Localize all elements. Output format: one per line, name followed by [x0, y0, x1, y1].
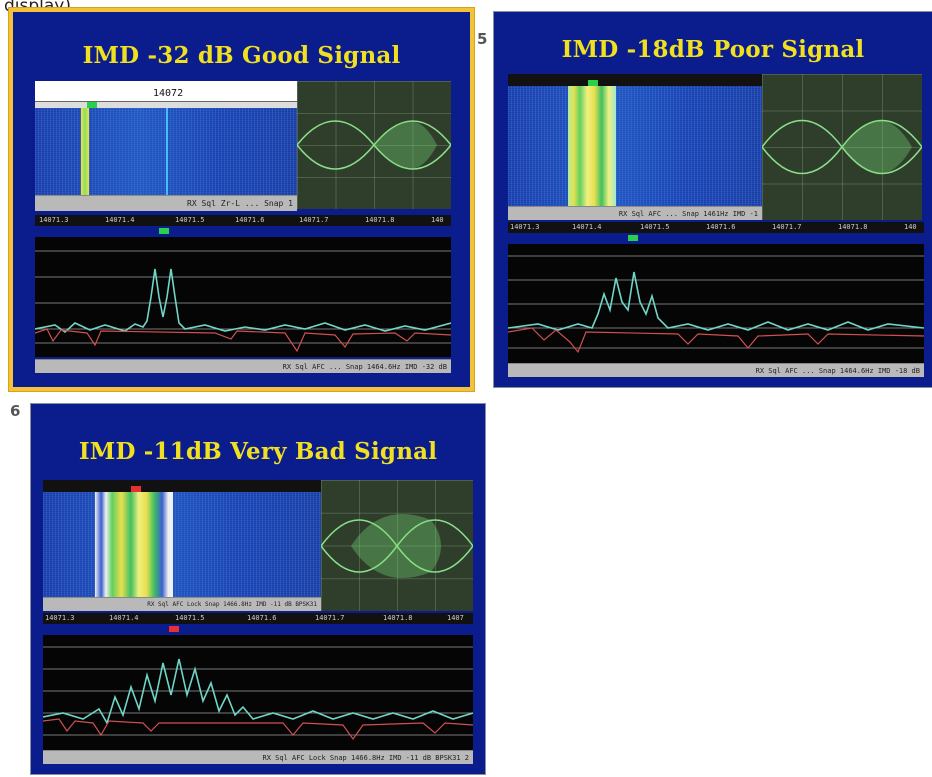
ruler-tick: 14071.7: [772, 223, 802, 231]
waterfall-statusbar: RX Sql Zr-L ... Snap 1: [35, 195, 297, 211]
ruler-tick: 140: [431, 216, 444, 224]
spectrum-panel: 14071.3 14071.4 14071.5 14071.6 14071.7 …: [35, 215, 451, 373]
cursor-marker: [159, 228, 169, 234]
spectrum-display: [43, 635, 473, 750]
slide-number: 5: [477, 30, 488, 48]
ruler-tick: 14071.7: [315, 614, 345, 622]
spectrum-display: [508, 244, 924, 363]
scope-trace: [296, 120, 452, 170]
slide-title: IMD -32 dB Good Signal: [82, 42, 401, 69]
ruler-tick: 14071.5: [640, 223, 670, 231]
waterfall-panel: RX Sql AFC Lock Snap 1466.8Hz IMD -11 dB…: [43, 480, 321, 611]
waterfall: [43, 492, 321, 597]
waterfall-statusbar: RX Sql AFC ... Snap 1461Hz IMD -1: [508, 206, 762, 220]
ruler-tick: 14071.4: [105, 216, 135, 224]
waterfall-header: 14072: [35, 81, 297, 102]
waterfall: [508, 86, 762, 206]
ruler-tick: 14071.8: [365, 216, 395, 224]
ruler-tick: 14071.6: [235, 216, 265, 224]
spectrum-trace: [43, 646, 473, 741]
spectrum-display: [35, 237, 451, 357]
spectrum-panel: 14071.3 14071.4 14071.5 14071.6 14071.7 …: [508, 222, 924, 377]
signal-trace: [81, 108, 89, 195]
waterfall-statusbar: RX Sql AFC Lock Snap 1466.8Hz IMD -11 dB…: [43, 597, 321, 611]
phase-scope: [296, 81, 452, 209]
scope-trace: [320, 513, 474, 579]
spectrum-panel: 14071.3 14071.4 14071.5 14071.6 14071.7 …: [43, 613, 473, 764]
slide-number: 6: [10, 402, 21, 420]
frequency-ruler: 14071.3 14071.4 14071.5 14071.6 14071.7 …: [508, 222, 924, 233]
cursor-marker: [87, 102, 97, 108]
ruler-tick: 14071.4: [109, 614, 139, 622]
ruler-tick: 1407: [447, 614, 464, 622]
cursor-marker: [131, 486, 141, 492]
spectrum-statusbar: RX Sql AFC Lock Snap 1466.8Hz IMD -11 dB…: [43, 750, 473, 764]
frequency-ruler: 14071.3 14071.4 14071.5 14071.6 14071.7 …: [35, 215, 451, 226]
ruler-tick: 14071.3: [510, 223, 540, 231]
cursor-marker: [169, 626, 179, 632]
waterfall-panel: 14072 RX Sql Zr-L ... Snap 1: [35, 81, 297, 211]
waterfall-header: [508, 74, 762, 86]
spectrum-trace: [35, 250, 451, 353]
ruler-tick: 14071.3: [45, 614, 75, 622]
cursor-marker: [628, 235, 638, 241]
frequency-ruler: 14071.3 14071.4 14071.5 14071.6 14071.7 …: [43, 613, 473, 624]
ruler-tick: 14071.8: [838, 223, 868, 231]
ruler-tick: 14071.5: [175, 614, 205, 622]
ruler-tick: 14071.5: [175, 216, 205, 224]
waterfall-header: [43, 480, 321, 492]
ruler-tick: 14071.6: [247, 614, 277, 622]
spectrum-statusbar: RX Sql AFC ... Snap 1464.6Hz IMD -18 dB: [508, 363, 924, 377]
signal-trace: [95, 492, 173, 597]
slide-thumbnail-5[interactable]: IMD -18dB Poor Signal RX Sql AFC ... Sna…: [493, 11, 932, 388]
ruler-tick: 14071.4: [572, 223, 602, 231]
slide-title: IMD -11dB Very Bad Signal: [78, 438, 438, 465]
frequency-label: 14072: [153, 88, 184, 99]
slide-thumbnail-1[interactable]: IMD -32 dB Good Signal 14072 RX Sql Zr-L…: [9, 8, 474, 391]
slide-thumbnail-6[interactable]: IMD -11dB Very Bad Signal RX Sql AFC Loc…: [30, 403, 486, 775]
ruler-tick: 14071.6: [706, 223, 736, 231]
slide-title: IMD -18dB Poor Signal: [561, 36, 865, 63]
reference-line: [166, 108, 168, 195]
ruler-tick: 14071.7: [299, 216, 329, 224]
phase-scope: [761, 74, 923, 220]
spectrum-statusbar: RX Sql AFC ... Snap 1464.6Hz IMD -32 dB: [35, 359, 451, 373]
ruler-tick: 14071.8: [383, 614, 413, 622]
ruler-tick: 14071.3: [39, 216, 69, 224]
cursor-marker: [588, 80, 598, 86]
signal-trace: [568, 86, 616, 206]
waterfall-panel: RX Sql AFC ... Snap 1461Hz IMD -1: [508, 74, 762, 220]
waterfall: [35, 108, 297, 195]
scope-trace: [761, 119, 923, 175]
phase-scope: [320, 480, 474, 611]
ruler-tick: 140: [904, 223, 917, 231]
spectrum-trace: [508, 255, 924, 354]
